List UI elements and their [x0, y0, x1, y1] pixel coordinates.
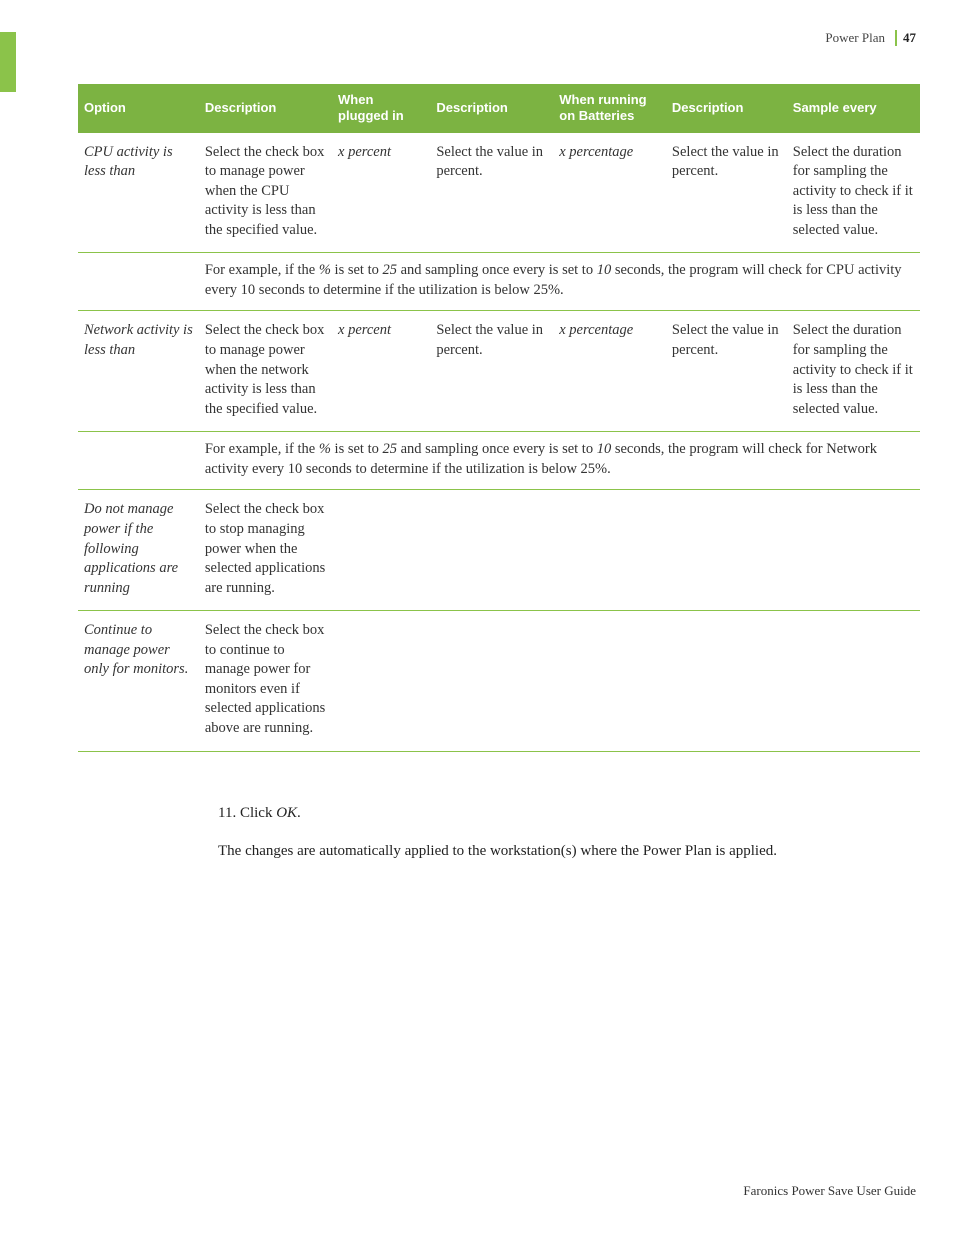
col-description-1: Description	[199, 84, 332, 133]
cell-desc: Select the value in percent.	[666, 133, 787, 253]
page-number: 47	[903, 30, 916, 46]
col-batteries: When running on Batteries	[553, 84, 666, 133]
cell-plugged: x percent	[332, 133, 430, 253]
cell-option: Do not manage power if the following app…	[78, 490, 199, 611]
cell-empty	[666, 490, 787, 611]
cell-desc: Select the check box to stop managing po…	[199, 490, 332, 611]
cell-empty	[666, 611, 787, 751]
cell-empty	[78, 253, 199, 311]
step-post: .	[297, 805, 301, 821]
page-header: Power Plan 47	[825, 30, 916, 46]
cell-option: Network activity is less than	[78, 311, 199, 432]
cell-empty	[553, 490, 666, 611]
col-description-2: Description	[430, 84, 553, 133]
page-footer: Faronics Power Save User Guide	[743, 1183, 916, 1199]
cell-example: For example, if the % is set to 25 and s…	[199, 432, 920, 490]
step-line: 11. Click OK.	[218, 802, 920, 825]
options-table: Option Description When plugged in Descr…	[78, 84, 920, 752]
cell-plugged: x percent	[332, 311, 430, 432]
cell-desc: Select the value in percent.	[430, 311, 553, 432]
header-divider	[895, 30, 897, 46]
cell-empty	[553, 611, 666, 751]
cell-sample: Select the duration for sampling the act…	[787, 133, 920, 253]
after-table-text: 11. Click OK. The changes are automatica…	[78, 802, 920, 863]
step-number: 11.	[218, 805, 236, 821]
table-header-row: Option Description When plugged in Descr…	[78, 84, 920, 133]
cell-desc: Select the value in percent.	[430, 133, 553, 253]
table-row-example: For example, if the % is set to 25 and s…	[78, 432, 920, 490]
cell-desc: Select the value in percent.	[666, 311, 787, 432]
cell-desc: Select the check box to manage power whe…	[199, 133, 332, 253]
cell-batt: x percentage	[553, 311, 666, 432]
cell-sample: Select the duration for sampling the act…	[787, 311, 920, 432]
page-content: Option Description When plugged in Descr…	[78, 84, 920, 863]
table-row: Network activity is less than Select the…	[78, 311, 920, 432]
table-row: Continue to manage power only for monito…	[78, 611, 920, 751]
followup-text: The changes are automatically applied to…	[218, 840, 920, 863]
cell-example: For example, if the % is set to 25 and s…	[199, 253, 920, 311]
step-em: OK	[276, 805, 297, 821]
cell-empty	[332, 490, 430, 611]
cell-empty	[430, 611, 553, 751]
cell-empty	[332, 611, 430, 751]
cell-empty	[787, 490, 920, 611]
table-row: Do not manage power if the following app…	[78, 490, 920, 611]
cell-empty	[430, 490, 553, 611]
cell-desc: Select the check box to manage power whe…	[199, 311, 332, 432]
col-plugged-in: When plugged in	[332, 84, 430, 133]
col-description-3: Description	[666, 84, 787, 133]
table-row: CPU activity is less than Select the che…	[78, 133, 920, 253]
cell-desc: Select the check box to continue to mana…	[199, 611, 332, 751]
step-pre: Click	[236, 805, 276, 821]
page-accent-tab	[0, 32, 16, 92]
cell-empty	[78, 432, 199, 490]
cell-option: Continue to manage power only for monito…	[78, 611, 199, 751]
col-sample-every: Sample every	[787, 84, 920, 133]
table-row-example: For example, if the % is set to 25 and s…	[78, 253, 920, 311]
cell-empty	[787, 611, 920, 751]
section-title: Power Plan	[825, 30, 893, 46]
col-option: Option	[78, 84, 199, 133]
cell-option: CPU activity is less than	[78, 133, 199, 253]
cell-batt: x percentage	[553, 133, 666, 253]
